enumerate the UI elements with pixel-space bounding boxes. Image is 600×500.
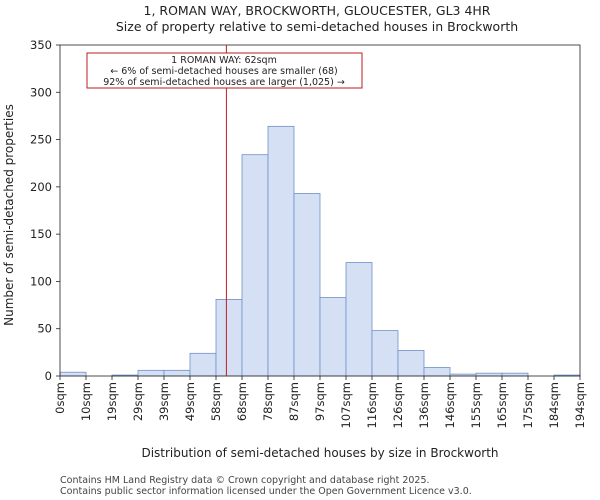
y-tick-label: 150 [30,227,52,241]
y-tick-label: 50 [37,322,52,336]
x-tick-label: 0sqm [53,382,67,414]
x-tick-label: 155sqm [469,382,483,428]
histogram-bar [189,352,217,377]
histogram-bar [137,369,165,377]
histogram-bar [215,298,243,377]
x-axis-label: Distribution of semi-detached houses by … [141,446,498,460]
x-tick-label: 107sqm [339,382,353,428]
y-tick-label: 250 [30,133,52,147]
histogram-bar [59,371,87,377]
histogram-bar [163,369,191,377]
x-tick-label: 146sqm [443,382,457,428]
y-tick-label: 100 [30,274,52,288]
footer-line-2: Contains public sector information licen… [60,486,472,497]
y-tick-label: 350 [30,38,52,52]
x-tick-label: 49sqm [183,382,197,421]
x-tick-label: 165sqm [495,382,509,428]
chart-title-line2: Size of property relative to semi-detach… [116,19,518,34]
annotation-frame [86,52,363,89]
x-tick-label: 87sqm [287,382,301,421]
bars-layer [59,125,581,377]
histogram-bar [319,297,347,377]
x-ticks-layer: 0sqm 10sqm 19sqm 29sqm 39sqm 49sqm 58sqm 68sqm 7… [53,376,587,428]
histogram-bar [267,125,295,377]
histogram-bar [501,372,529,377]
annotation-line-3: 92% of semi-detached houses are larger (… [103,77,345,88]
histogram-bar [371,330,399,377]
histogram-bar [241,154,269,377]
x-tick-label: 136sqm [417,382,431,428]
annotation-line-2: ← 6% of semi-detached houses are smaller… [110,66,338,77]
x-tick-label: 19sqm [105,382,119,421]
histogram-bar [397,350,425,377]
histogram-bar [423,367,451,377]
histogram-bar [293,193,321,377]
histogram-bar [475,372,503,377]
x-tick-label: 68sqm [235,382,249,421]
chart-title-line1: 1, ROMAN WAY, BROCKWORTH, GLOUCESTER, GL… [144,3,491,18]
annotation-line-1: 1 ROMAN WAY: 62sqm [171,55,277,66]
y-axis-label: Number of semi-detached properties [2,104,16,326]
x-tick-label: 39sqm [157,382,171,421]
x-tick-label: 78sqm [261,382,275,421]
x-tick-label: 10sqm [79,382,93,421]
x-tick-label: 29sqm [131,382,145,421]
x-tick-label: 97sqm [313,382,327,421]
y-tick-label: 200 [30,180,52,194]
x-tick-label: 175sqm [521,382,535,428]
annotation-box: 1 ROMAN WAY: 62sqm ← 6% of semi-detached… [86,52,363,89]
y-tick-label: 300 [30,85,52,99]
y-ticks-layer: 0 50 100 150 200 250 300 350 [30,38,60,383]
x-tick-label: 116sqm [365,382,379,428]
x-tick-label: 58sqm [209,382,223,421]
x-tick-label: 184sqm [547,382,561,428]
x-tick-label: 126sqm [391,382,405,428]
histogram-bar [345,262,373,377]
y-tick-label: 0 [45,369,52,383]
x-tick-label: 194sqm [573,382,587,428]
footer-line-1: Contains HM Land Registry data © Crown c… [60,475,430,486]
